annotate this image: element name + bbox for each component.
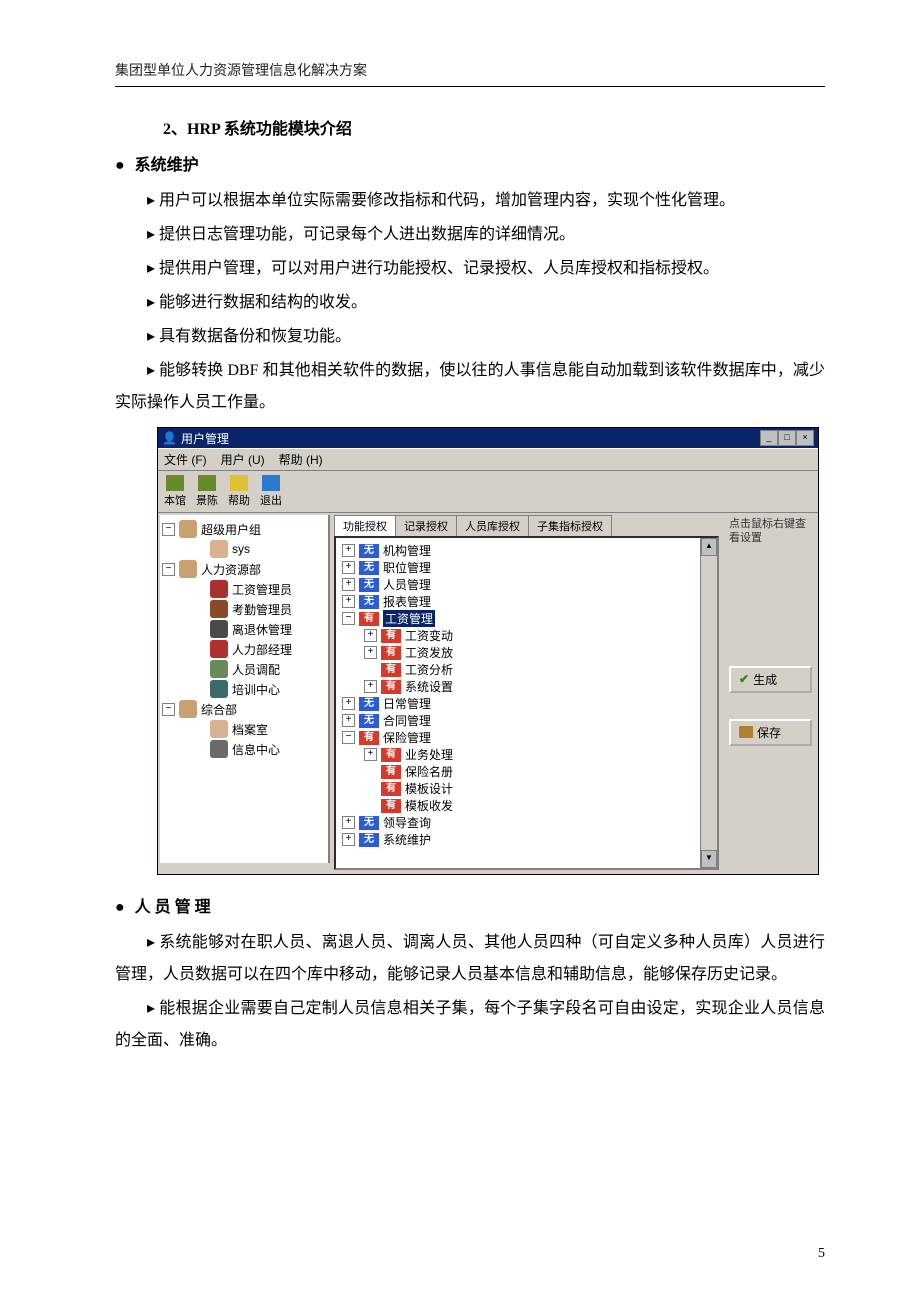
avatar-icon	[210, 580, 228, 598]
scrollbar[interactable]: ▲ ▼	[700, 538, 717, 868]
tree-node[interactable]: 人员调配	[162, 659, 326, 679]
function-node[interactable]: +无日常管理	[338, 695, 715, 712]
tab-function-auth[interactable]: 功能授权	[334, 515, 396, 536]
heading-personnel-mgmt: 人 员 管 理	[115, 893, 825, 917]
menubar: 文件 (F) 用户 (U) 帮助 (H)	[158, 448, 818, 471]
function-node[interactable]: 有工资分析	[338, 661, 715, 678]
toolbar: 本馆景陈帮助退出	[158, 471, 818, 513]
avatar-icon	[210, 660, 228, 678]
body-paragraph: 能根据企业需要自己定制人员信息相关子集，每个子集字段名可自由设定，实现企业人员信…	[115, 993, 825, 1057]
function-node[interactable]: 有模板设计	[338, 780, 715, 797]
tree-node[interactable]: sys	[162, 539, 326, 559]
body-paragraph: 提供用户管理，可以对用户进行功能授权、记录授权、人员库授权和指标授权。	[115, 253, 825, 285]
check-icon: ✔	[739, 672, 749, 686]
page-header: 集团型单位人力资源管理信息化解决方案	[115, 60, 825, 87]
function-node[interactable]: +无系统维护	[338, 831, 715, 848]
function-node[interactable]: −有保险管理	[338, 729, 715, 746]
app-window: 👤 用户管理 _ □ × 文件 (F) 用户 (U) 帮助 (H) 本馆景陈帮助…	[157, 427, 819, 875]
avatar-icon	[210, 740, 228, 758]
app-icon: 👤	[162, 431, 177, 445]
function-node[interactable]: +有业务处理	[338, 746, 715, 763]
body-paragraph: 用户可以根据本单位实际需要修改指标和代码，增加管理内容，实现个性化管理。	[115, 185, 825, 217]
menu-help[interactable]: 帮助 (H)	[279, 451, 323, 468]
page-number: 5	[818, 1246, 825, 1262]
avatar-icon	[179, 700, 197, 718]
scroll-down-icon[interactable]: ▼	[701, 850, 717, 868]
function-node[interactable]: +无领导查询	[338, 814, 715, 831]
user-group-tree[interactable]: −超级用户组sys−人力资源部工资管理员考勤管理员离退休管理人力部经理人员调配培…	[160, 515, 330, 863]
titlebar: 👤 用户管理 _ □ ×	[158, 428, 818, 448]
tree-node[interactable]: 培训中心	[162, 679, 326, 699]
heading-system-maintenance: 系统维护	[115, 151, 825, 175]
function-node[interactable]: +无合同管理	[338, 712, 715, 729]
generate-button[interactable]: ✔生成	[729, 666, 812, 693]
avatar-icon	[210, 600, 228, 618]
avatar-icon	[179, 560, 197, 578]
avatar-icon	[210, 680, 228, 698]
toolbar-button[interactable]: 景陈	[196, 475, 218, 508]
function-tree[interactable]: +无机构管理+无职位管理+无人员管理+无报表管理−有工资管理+有工资变动+有工资…	[334, 536, 719, 870]
function-node[interactable]: +有系统设置	[338, 678, 715, 695]
tree-node[interactable]: −综合部	[162, 699, 326, 719]
tree-node[interactable]: 工资管理员	[162, 579, 326, 599]
tree-node[interactable]: 信息中心	[162, 739, 326, 759]
tree-node[interactable]: 人力部经理	[162, 639, 326, 659]
minimize-button[interactable]: _	[760, 430, 778, 446]
body-paragraph: 能够进行数据和结构的收发。	[115, 287, 825, 319]
body-paragraph: 具有数据备份和恢复功能。	[115, 321, 825, 353]
menu-file[interactable]: 文件 (F)	[164, 451, 207, 468]
tab-record-auth[interactable]: 记录授权	[395, 515, 457, 536]
avatar-icon	[179, 520, 197, 538]
function-node[interactable]: +无职位管理	[338, 559, 715, 576]
close-button[interactable]: ×	[796, 430, 814, 446]
auth-tabs: 功能授权 记录授权 人员库授权 子集指标授权	[334, 515, 719, 536]
avatar-icon	[210, 640, 228, 658]
function-node[interactable]: +有工资发放	[338, 644, 715, 661]
hint-text: 点击鼠标右键查看设置	[729, 517, 812, 546]
toolbar-button[interactable]: 帮助	[228, 475, 250, 508]
function-node[interactable]: +有工资变动	[338, 627, 715, 644]
tab-personnel-auth[interactable]: 人员库授权	[456, 515, 529, 536]
toolbar-button[interactable]: 退出	[260, 475, 282, 508]
function-node[interactable]: +无人员管理	[338, 576, 715, 593]
disk-icon	[739, 726, 753, 738]
menu-user[interactable]: 用户 (U)	[221, 451, 265, 468]
avatar-icon	[210, 620, 228, 638]
tree-node[interactable]: −超级用户组	[162, 519, 326, 539]
tree-node[interactable]: 考勤管理员	[162, 599, 326, 619]
function-node[interactable]: +无机构管理	[338, 542, 715, 559]
avatar-icon	[210, 720, 228, 738]
tab-subset-auth[interactable]: 子集指标授权	[528, 515, 612, 536]
save-button[interactable]: 保存	[729, 719, 812, 746]
tree-node[interactable]: 离退休管理	[162, 619, 326, 639]
right-panel: 点击鼠标右键查看设置 ✔生成 保存	[723, 513, 818, 874]
avatar-icon	[210, 540, 228, 558]
scroll-up-icon[interactable]: ▲	[701, 538, 717, 556]
body-paragraph: 能够转换 DBF 和其他相关软件的数据，使以往的人事信息能自动加载到该软件数据库…	[115, 355, 825, 419]
tree-node[interactable]: −人力资源部	[162, 559, 326, 579]
body-paragraph: 提供日志管理功能，可记录每个人进出数据库的详细情况。	[115, 219, 825, 251]
section-title: 2、HRP 系统功能模块介绍	[163, 115, 825, 139]
window-title: 用户管理	[181, 430, 229, 447]
tree-node[interactable]: 档案室	[162, 719, 326, 739]
body-paragraph: 系统能够对在职人员、离退人员、调离人员、其他人员四种（可自定义多种人员库）人员进…	[115, 927, 825, 991]
toolbar-button[interactable]: 本馆	[164, 475, 186, 508]
function-node[interactable]: +无报表管理	[338, 593, 715, 610]
function-node[interactable]: −有工资管理	[338, 610, 715, 627]
maximize-button[interactable]: □	[778, 430, 796, 446]
function-node[interactable]: 有保险名册	[338, 763, 715, 780]
function-node[interactable]: 有模板收发	[338, 797, 715, 814]
